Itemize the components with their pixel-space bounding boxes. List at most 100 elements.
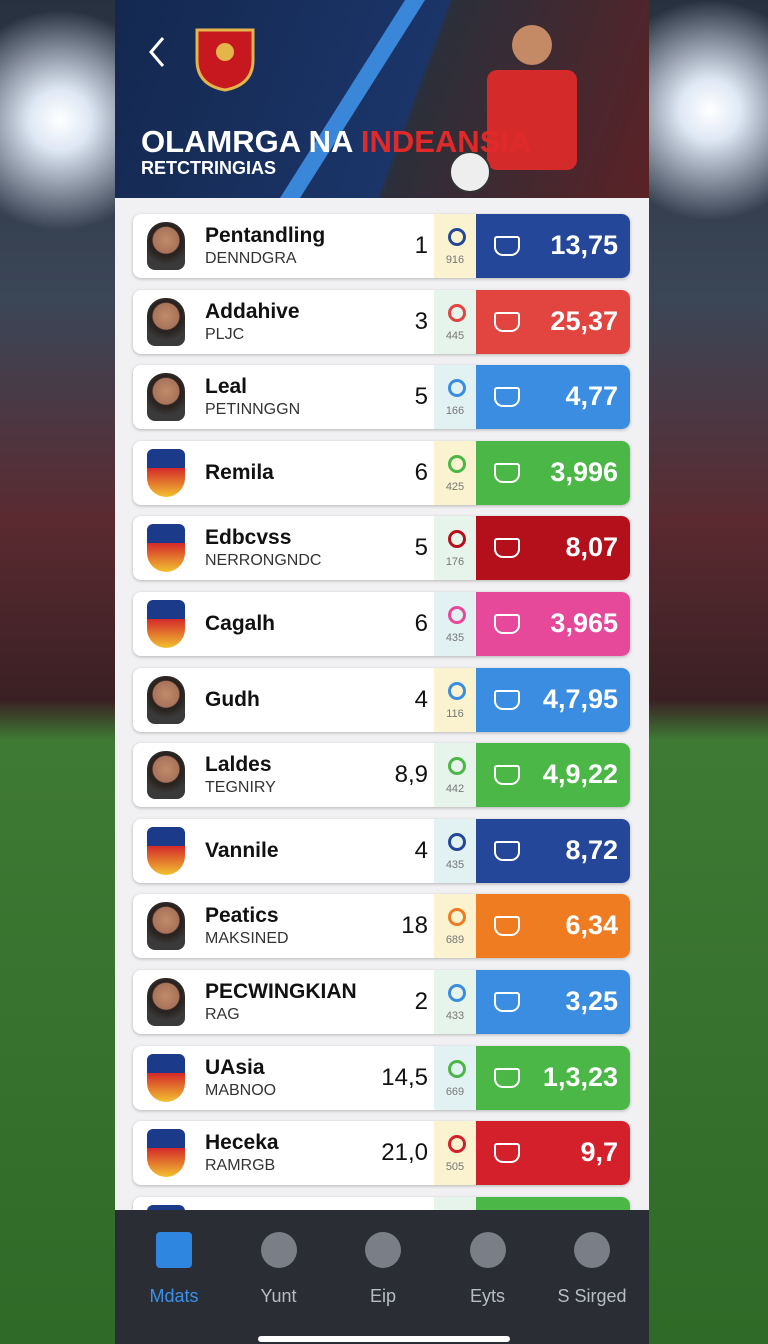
mini-stat: 442	[434, 743, 476, 808]
score-box: 4,9,22	[476, 743, 630, 808]
rank: 8,9	[394, 761, 428, 789]
mini-value: 433	[445, 1010, 465, 1022]
mini-icon	[448, 1135, 466, 1154]
score-icon	[494, 236, 520, 256]
ranking-row[interactable]: Hecekа RAMRGB 21,0 505 9,7	[133, 1121, 630, 1186]
score-icon	[494, 462, 520, 483]
rank: 3	[414, 307, 428, 335]
avatar	[147, 675, 185, 724]
player-name: Leal	[205, 375, 248, 399]
mini-icon	[448, 1059, 466, 1078]
score-icon	[494, 311, 520, 332]
avatar	[147, 978, 185, 1026]
mini-stat: 176	[434, 516, 476, 581]
player-subtitle: MABNOO	[205, 1081, 277, 1099]
avatar	[147, 222, 185, 270]
nav-label[interactable]: Yunt	[260, 1286, 297, 1306]
score-value: 8,72	[565, 834, 618, 865]
header: OLAMRGA NA INDEANSIA RETCTRINGIAS	[115, 0, 649, 198]
ranking-row[interactable]: Peatics MAKSINED 18 689 6,34	[133, 894, 630, 959]
nav-label[interactable]: Eyts	[469, 1286, 505, 1306]
ranking-row[interactable]: Gudh 4 116 4,7,95	[133, 667, 630, 732]
rank: 2	[414, 988, 428, 1015]
nav-label[interactable]: S Sirged	[557, 1286, 627, 1306]
mini-icon	[448, 832, 466, 851]
ranking-row[interactable]: Vannile 4 435 8,72	[133, 818, 630, 883]
rank: 4	[414, 685, 428, 713]
ranking-row[interactable]: Remila 6 425 3,996	[133, 440, 630, 505]
ranking-row[interactable]: UAsia MABNOO 14,5 669 1,3,23	[133, 1045, 630, 1110]
nav-icon[interactable]	[156, 1232, 192, 1268]
avatar	[147, 1129, 185, 1178]
title-main: OLAMRGA NA	[141, 124, 353, 159]
subtitle: RETCTRINGIAS	[141, 158, 276, 178]
score-value: 9,7	[580, 1137, 618, 1168]
avatar	[147, 902, 185, 951]
nav-icon[interactable]	[260, 1232, 297, 1268]
mini-stat: 435	[434, 592, 476, 656]
ranking-row[interactable]: Leal PETINNGGN 5 166 4,77	[133, 365, 630, 430]
nav-icon[interactable]	[365, 1232, 401, 1268]
mini-value: 916	[445, 254, 465, 266]
score-box: 6,34	[476, 894, 630, 959]
score-icon	[494, 916, 520, 937]
ranking-row[interactable]: PECWINGKIAN RAG 2 433 3,25	[133, 970, 630, 1034]
ranking-row[interactable]: Addahive PLJC 3 445 25,37	[133, 289, 630, 354]
ranking-row[interactable]: Pentandling DENNDGRA 1 916 13,75	[133, 214, 630, 278]
mini-stat: 916	[434, 214, 476, 278]
nav-label[interactable]: Mdats	[149, 1286, 199, 1306]
avatar	[147, 1053, 185, 1102]
nav-label[interactable]: Eip	[369, 1286, 396, 1306]
score-value: 4,7,95	[542, 683, 618, 714]
player-name: UAsia	[205, 1055, 265, 1079]
player-subtitle: PLJC	[205, 325, 245, 343]
ranking-row[interactable]: Edbcvss NERRONGNDC 5 176 8,07	[133, 516, 630, 581]
rank: 1	[414, 232, 428, 259]
score-value: 8,07	[565, 532, 618, 563]
mini-stat: 689	[434, 894, 476, 959]
mini-icon	[448, 606, 466, 624]
player-name: PECWINGKIAN	[205, 980, 357, 1003]
score-box: 25,37	[476, 289, 630, 354]
back-button[interactable]	[149, 37, 165, 67]
score-box: 8,07	[476, 516, 630, 581]
player-name: Edbcvss	[205, 526, 292, 550]
mini-icon	[448, 908, 466, 927]
nav-icon[interactable]	[469, 1232, 506, 1268]
mini-stat: 435	[434, 818, 476, 883]
title: OLAMRGA NA INDEANSIA	[141, 124, 531, 160]
player-name: Cagalh	[205, 612, 276, 635]
avatar	[147, 297, 185, 346]
player-name: Gudh	[205, 687, 260, 711]
score-icon	[494, 614, 520, 634]
nav-icon[interactable]	[574, 1232, 610, 1268]
score-icon	[494, 387, 520, 408]
bottom-nav: Mdats Yunt Eip Eyts S Sirged	[115, 1210, 649, 1344]
player-name: Remila	[205, 460, 274, 484]
mini-value: 689	[445, 934, 465, 947]
score-box: 3,965	[476, 592, 630, 656]
score-value: 25,37	[550, 305, 618, 336]
score-box: 3,25	[476, 970, 630, 1034]
player-image	[487, 70, 577, 170]
player-subtitle: MAKSINED	[205, 930, 289, 948]
mini-value: 435	[445, 858, 465, 871]
avatar	[147, 600, 185, 648]
avatar	[147, 826, 185, 875]
score-value: 1,3,23	[542, 1061, 618, 1092]
score-value: 4,77	[565, 381, 618, 412]
title-accent: INDEANSIA	[360, 124, 532, 159]
mini-value: 176	[445, 556, 465, 569]
mini-value: 166	[445, 405, 465, 418]
score-value: 3,996	[550, 456, 618, 487]
avatar	[147, 751, 185, 800]
rank: 5	[414, 534, 428, 562]
player-name: Hecekа	[205, 1131, 279, 1155]
ranking-row[interactable]: Cagalh 6 435 3,965	[133, 592, 630, 656]
player-name: Laldes	[205, 753, 272, 777]
score-icon	[494, 689, 520, 710]
mini-stat: 116	[434, 667, 476, 732]
ranking-row[interactable]: Laldes TEGNIRY 8,9 442 4,9,22	[133, 743, 630, 808]
mini-stat: 445	[434, 289, 476, 354]
